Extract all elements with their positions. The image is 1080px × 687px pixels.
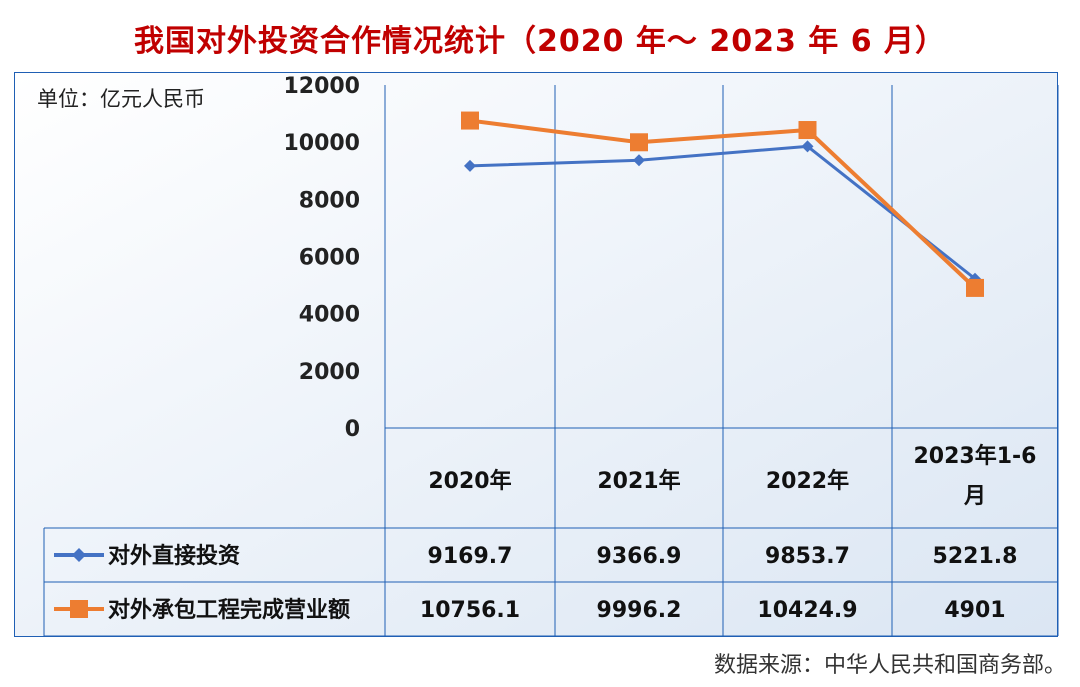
table-value: 9169.7 (428, 544, 513, 569)
category-label: 2022年 (766, 468, 849, 494)
legend-marker-square (70, 600, 88, 618)
table-value: 5221.8 (933, 544, 1018, 569)
data-point-diamond (633, 154, 645, 167)
y-tick-label: 8000 (299, 188, 360, 213)
data-point-diamond (801, 140, 814, 153)
table-value: 10756.1 (420, 598, 520, 623)
category-label: 2021年 (597, 468, 680, 494)
y-tick-label: 12000 (283, 74, 360, 99)
data-point-diamond (464, 159, 476, 172)
table-value: 9366.9 (597, 544, 682, 569)
unit-label: 单位：亿元人民币 (37, 87, 205, 111)
y-tick-label: 6000 (299, 246, 360, 271)
series-line-investment (469, 144, 976, 280)
legend-label: 对外承包工程完成营业额 (108, 597, 350, 623)
y-tick-label: 4000 (299, 303, 360, 328)
data-point-square (966, 278, 984, 297)
y-tick-label: 10000 (283, 131, 360, 156)
table-value: 10424.9 (757, 598, 857, 623)
data-point-square (630, 133, 648, 152)
category-label: 2023年1-6 月 (914, 443, 1037, 509)
chart-frame: 单位：亿元人民币 (14, 72, 1058, 637)
y-tick-label: 2000 (299, 360, 360, 385)
chart-title: 我国对外投资合作情况统计（2020 年～ 2023 年 6 月） (133, 24, 947, 59)
table-value: 9853.7 (765, 544, 850, 569)
legend-marker-diamond (72, 548, 86, 562)
data-source: 数据来源：中华人民共和国商务部。 (713, 653, 1066, 678)
table-value: 9996.2 (597, 598, 682, 623)
legend-label: 对外直接投资 (108, 543, 240, 569)
y-tick-label: 0 (345, 417, 360, 442)
data-point-square (461, 111, 479, 130)
series-line-contracting (469, 118, 977, 290)
data-point-square (798, 121, 817, 140)
category-label: 2020年 (428, 468, 511, 494)
table-value: 4901 (944, 598, 1005, 623)
